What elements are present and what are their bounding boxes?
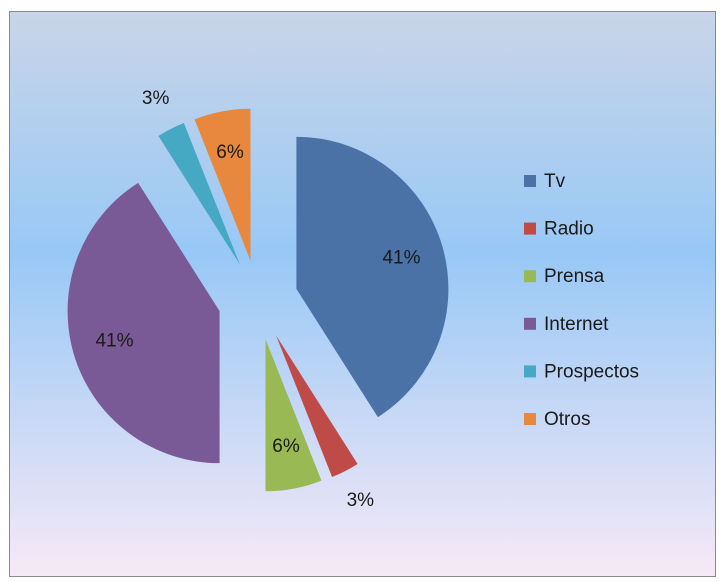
legend-label: Tv	[544, 171, 566, 192]
data-label: 41%	[95, 331, 133, 352]
data-label: 6%	[272, 436, 300, 457]
legend-label: Radio	[544, 219, 594, 240]
legend-swatch	[524, 317, 536, 330]
data-label: 6%	[216, 142, 244, 163]
legend-swatch	[524, 222, 536, 235]
pie-slice	[67, 182, 220, 464]
legend-label: Prospectos	[544, 361, 639, 382]
pie-slice	[296, 136, 449, 418]
pie-slice	[276, 335, 358, 477]
pie-slice	[158, 123, 240, 265]
data-label: 3%	[347, 490, 375, 511]
data-label: 3%	[142, 88, 170, 109]
legend-swatch	[524, 413, 536, 425]
legend-swatch	[524, 270, 536, 283]
pie-slice	[265, 339, 322, 492]
legend-label: Internet	[544, 314, 609, 335]
legend-label: Otros	[544, 409, 590, 430]
legend-swatch	[524, 365, 536, 378]
pie-slice	[194, 108, 251, 261]
data-label: 41%	[382, 247, 420, 268]
legend-swatch	[524, 175, 536, 187]
legend-label: Prensa	[544, 266, 605, 287]
